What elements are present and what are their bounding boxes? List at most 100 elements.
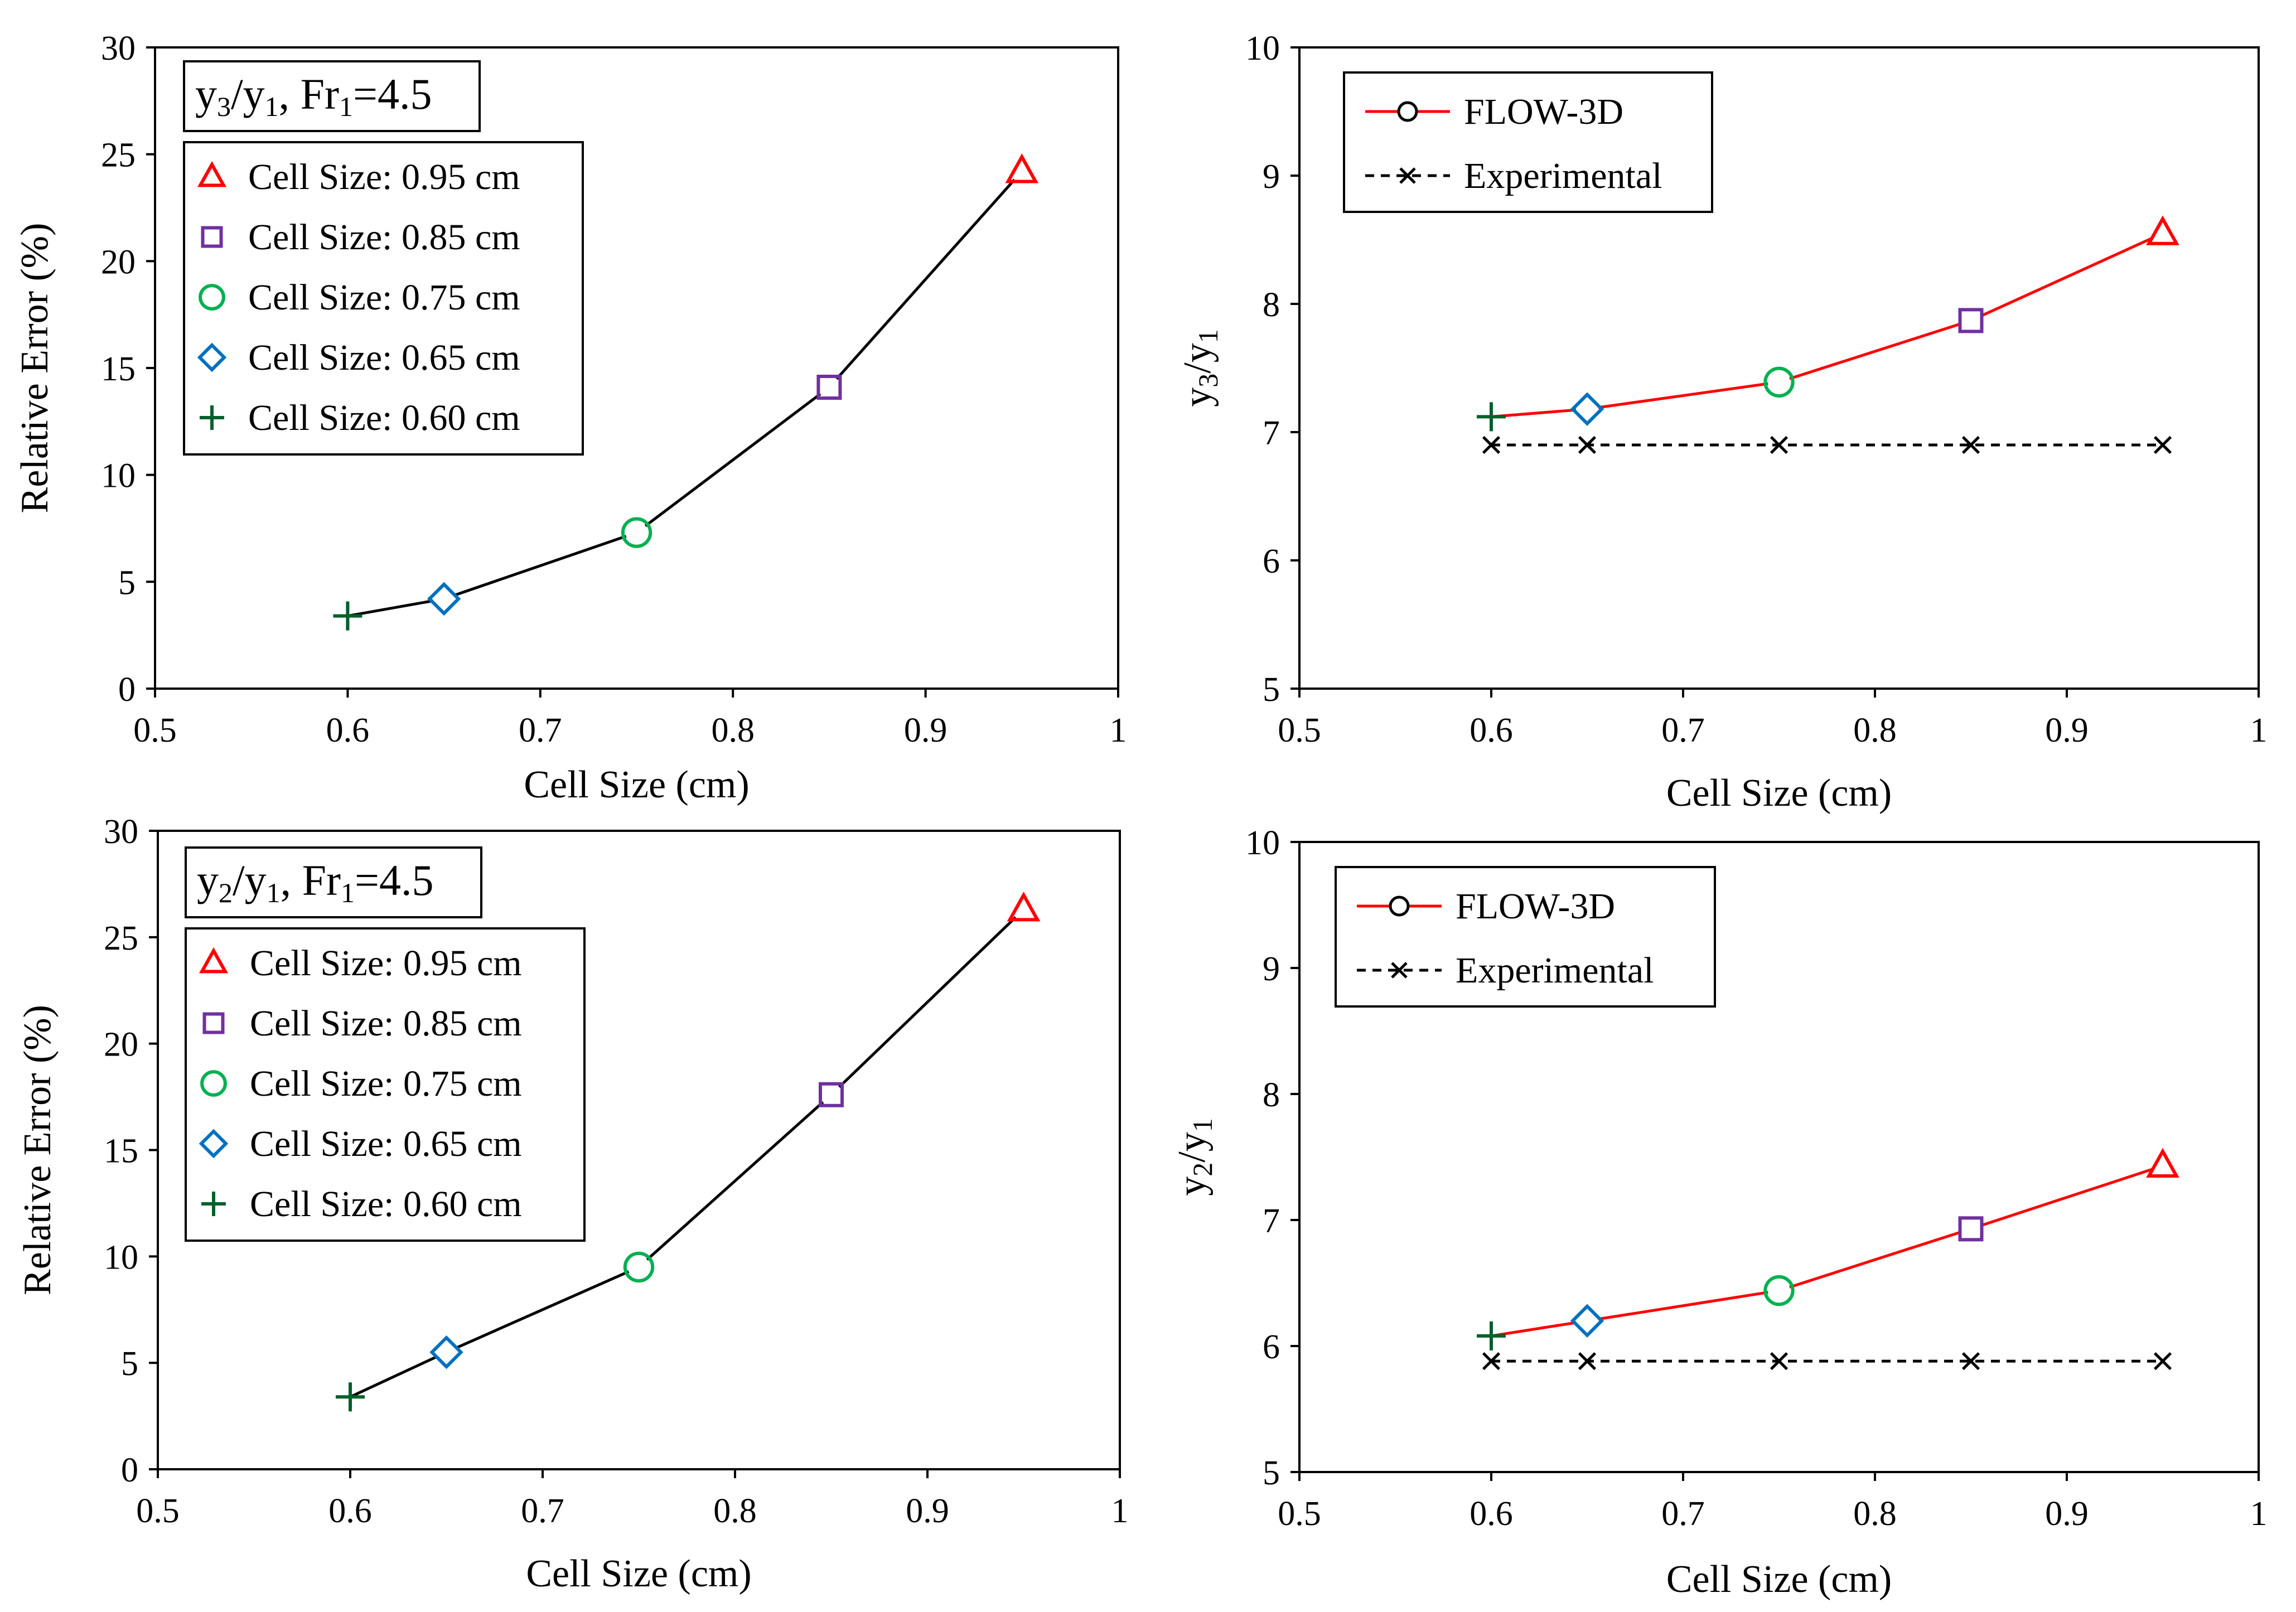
title_parts-part: , Fr bbox=[279, 70, 339, 118]
title_parts-part: /y bbox=[231, 70, 265, 118]
y-tick-label: 5 bbox=[121, 1345, 138, 1383]
y-tick-label: 15 bbox=[104, 1132, 138, 1170]
title_parts-part: , Fr bbox=[281, 856, 341, 904]
data-point-diamond-marker bbox=[429, 1335, 463, 1369]
marker-backdrop bbox=[1768, 1279, 1790, 1302]
y-tick-label: 30 bbox=[101, 30, 136, 67]
legend-label: Experimental bbox=[1456, 950, 1654, 991]
y-tick-label: 10 bbox=[1245, 30, 1280, 67]
y-tick-label: 6 bbox=[1263, 1328, 1280, 1366]
data-point-circle-marker bbox=[623, 1251, 655, 1283]
legend-square-icon bbox=[202, 1012, 225, 1034]
data-point-plus-marker bbox=[1477, 402, 1506, 432]
y-axis-title: y2/y1 bbox=[1171, 1118, 1218, 1195]
plot-area-frame bbox=[1298, 46, 2260, 690]
data-point-circle-marker bbox=[621, 517, 652, 548]
data-point-triangle-marker bbox=[1005, 153, 1039, 183]
x-tick-label: 0.7 bbox=[521, 1492, 564, 1530]
legend-x-icon bbox=[1391, 962, 1408, 979]
legend-box bbox=[1343, 71, 1713, 213]
legend-box bbox=[185, 927, 586, 1242]
legend-circle-icon bbox=[200, 1070, 227, 1097]
legend-label: Cell Size: 0.60 cm bbox=[248, 398, 520, 438]
data-point-x-marker bbox=[1961, 1352, 1980, 1371]
data-point-square-marker bbox=[816, 375, 842, 400]
data-point-diamond-marker bbox=[1570, 1304, 1604, 1338]
marker-backdrop bbox=[818, 376, 840, 399]
y-tick-label: 20 bbox=[101, 243, 136, 281]
data-point-triangle-marker bbox=[2146, 1148, 2179, 1178]
x-tick-label: 0.9 bbox=[904, 711, 948, 749]
title_parts-part: 1 bbox=[339, 91, 353, 122]
x-tick-label: 0.7 bbox=[1661, 1495, 1705, 1533]
legend-label: Cell Size: 0.95 cm bbox=[248, 157, 520, 197]
marker-backdrop bbox=[1576, 398, 1598, 420]
legend-label: FLOW-3D bbox=[1464, 91, 1623, 132]
x-axis-title: Cell Size (cm) bbox=[524, 763, 749, 806]
data-point-x-marker bbox=[1770, 1352, 1789, 1371]
y-tick-label: 9 bbox=[1263, 158, 1280, 196]
marker-backdrop bbox=[435, 1341, 458, 1364]
data-point-circle-marker bbox=[1763, 366, 1795, 398]
marker-backdrop bbox=[1960, 309, 1982, 332]
y-axis-title: Relative Error (%) bbox=[16, 1005, 59, 1295]
y-tick-label: 25 bbox=[101, 137, 136, 175]
marker-backdrop bbox=[1768, 371, 1790, 394]
data-point-x-marker bbox=[1961, 435, 1980, 454]
data-point-diamond-marker bbox=[1570, 392, 1604, 426]
title_parts-part: y bbox=[197, 856, 219, 904]
data-point-x-marker bbox=[1578, 1352, 1597, 1371]
x-tick-label: 0.7 bbox=[519, 711, 562, 749]
chart-title-box bbox=[185, 846, 482, 918]
marker-backdrop bbox=[625, 521, 648, 544]
legend-label: Cell Size: 0.60 cm bbox=[250, 1184, 522, 1224]
x-tick-label: 0.5 bbox=[1278, 711, 1321, 749]
title_parts-part: 3 bbox=[217, 91, 231, 122]
legend-label: Cell Size: 0.65 cm bbox=[250, 1124, 522, 1164]
data-point-x-marker bbox=[1482, 1352, 1501, 1371]
x-tick-label: 0.5 bbox=[1278, 1495, 1321, 1533]
y-tick-label: 10 bbox=[104, 1238, 138, 1276]
legend-plus-icon bbox=[201, 1192, 226, 1216]
ylabel_parts-part: /y bbox=[1176, 343, 1219, 373]
legend-label: Experimental bbox=[1464, 156, 1662, 196]
legend-circle-icon bbox=[1389, 895, 1410, 917]
ylabel_parts-part: Relative Error (%) bbox=[16, 1005, 59, 1295]
legend-label: FLOW-3D bbox=[1456, 886, 1615, 927]
title_parts-part: 1 bbox=[265, 91, 279, 122]
ylabel_parts-part: /y bbox=[1171, 1132, 1214, 1162]
legend-label: Cell Size: 0.65 cm bbox=[248, 337, 520, 378]
marker-backdrop bbox=[627, 1256, 650, 1279]
x-tick-label: 0.5 bbox=[133, 711, 177, 749]
legend-triangle-icon bbox=[197, 161, 227, 187]
legend-square-icon bbox=[201, 226, 223, 248]
x-tick-label: 1 bbox=[1110, 711, 1127, 749]
legend-label: Cell Size: 0.75 cm bbox=[248, 277, 520, 318]
y-tick-label: 25 bbox=[104, 919, 138, 957]
legend-triangle-icon bbox=[199, 947, 229, 974]
ylabel_parts-part: Relative Error (%) bbox=[13, 223, 56, 514]
ylabel_parts-part: 1 bbox=[1187, 1118, 1218, 1132]
plot-area-frame bbox=[1298, 841, 2260, 1473]
data-point-plus-marker bbox=[1477, 1321, 1506, 1350]
title_parts-part: =4.5 bbox=[355, 856, 434, 904]
y-tick-label: 10 bbox=[1245, 824, 1280, 862]
y-tick-label: 8 bbox=[1263, 1076, 1280, 1114]
marker-backdrop bbox=[433, 588, 456, 610]
data-point-square-marker bbox=[1958, 308, 1984, 333]
y-tick-label: 0 bbox=[121, 1451, 138, 1489]
legend-label: Cell Size: 0.95 cm bbox=[250, 943, 522, 984]
legend-label: Cell Size: 0.75 cm bbox=[250, 1063, 522, 1104]
title_parts-part: /y bbox=[233, 856, 267, 904]
x-tick-label: 0.6 bbox=[1470, 711, 1513, 749]
legend-diamond-icon bbox=[199, 1129, 229, 1159]
y-tick-label: 6 bbox=[1263, 543, 1280, 580]
x-tick-label: 0.8 bbox=[1853, 1495, 1897, 1533]
legend-box bbox=[183, 141, 584, 456]
data-point-plus-marker bbox=[333, 601, 362, 631]
x-tick-label: 0.6 bbox=[326, 711, 370, 749]
legend-circle-icon bbox=[1397, 101, 1418, 122]
y-tick-label: 30 bbox=[104, 813, 138, 851]
x-tick-label: 0.9 bbox=[2045, 1495, 2089, 1533]
